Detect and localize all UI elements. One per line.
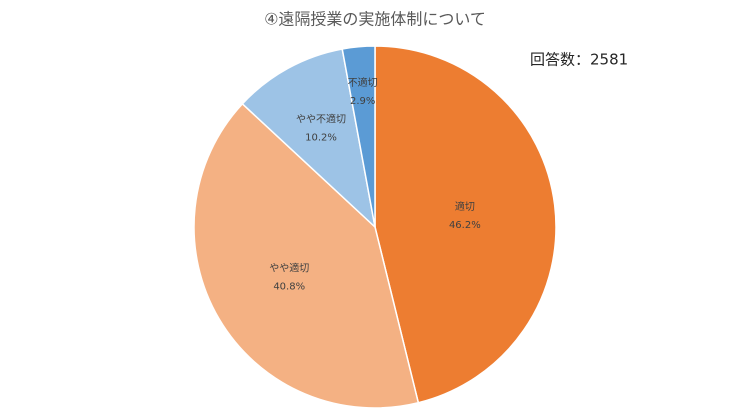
pie-slice xyxy=(193,102,420,409)
slice-value: 2.9% xyxy=(350,96,375,107)
slice-label: 適切 xyxy=(455,200,475,213)
slice-value: 10.2% xyxy=(305,133,337,144)
slice-label: やや不適切 xyxy=(296,113,346,126)
slice-label: やや適切 xyxy=(269,261,309,274)
pie-slice xyxy=(341,45,376,228)
pie-slice xyxy=(241,48,377,230)
slice-value: 46.2% xyxy=(449,220,481,231)
slice-value: 40.8% xyxy=(273,281,305,292)
slice-label: 不適切 xyxy=(348,76,378,89)
pie-slice xyxy=(374,45,557,404)
annotation: 回答数：2581 xyxy=(530,51,628,69)
chart-title: ④遠隔授業の実施体制について xyxy=(264,10,486,29)
